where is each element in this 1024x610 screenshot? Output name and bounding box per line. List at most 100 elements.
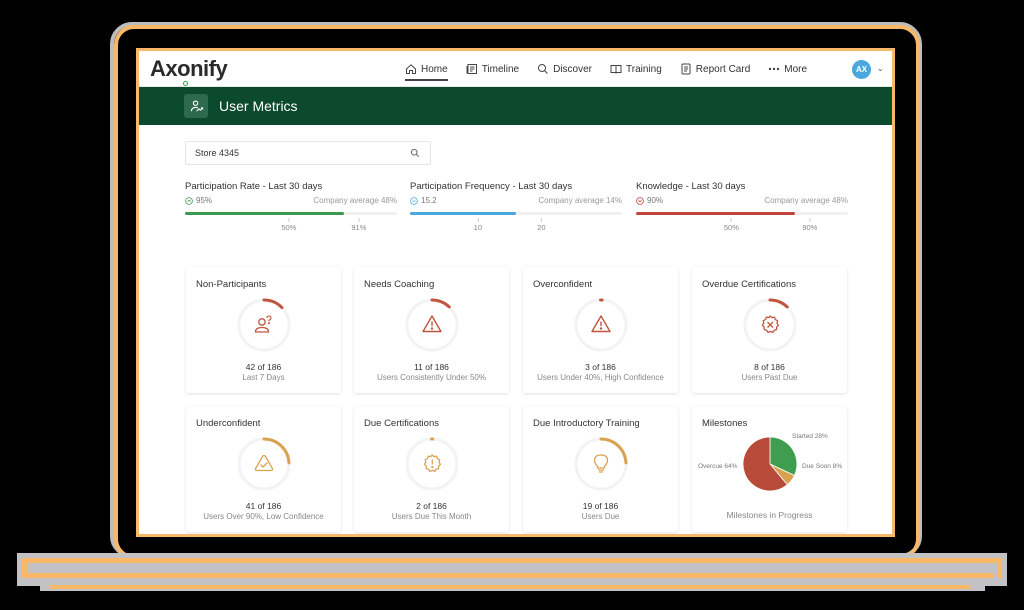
company-average: Company average 14% [538, 196, 622, 205]
metric-title: Knowledge - Last 30 days [636, 181, 746, 192]
card-title: Milestones [702, 418, 748, 429]
nav-discover[interactable]: Discover [537, 51, 592, 87]
milestones-pie-chart[interactable] [740, 434, 800, 494]
nav-home-label: Home [421, 63, 448, 75]
card-title: Needs Coaching [364, 279, 435, 290]
nav-menu: Home Timeline Discover Training Report C… [405, 51, 825, 87]
metric-value: 90% [636, 196, 663, 205]
card-count: 11 of 186 [414, 362, 449, 372]
warning-triangle-icon [591, 315, 611, 333]
progress-ring [574, 298, 628, 352]
user-avatar[interactable]: AX [852, 60, 871, 79]
pie-slice-overdue [742, 436, 788, 492]
laptop-base-stripe [50, 585, 970, 589]
tick-label: 10 [474, 218, 482, 232]
card-underconfident[interactable]: Underconfident 41 of 186 Users Over 90%,… [186, 406, 341, 532]
card-title: Non-Participants [196, 279, 267, 290]
top-nav: Axo nify Home Timeline Discover Training [139, 51, 892, 87]
pie-slice-started [769, 436, 798, 477]
card-count: 42 of 186 [245, 362, 282, 372]
card-title: Overconfident [533, 279, 593, 290]
nav-timeline-label: Timeline [481, 63, 520, 75]
laptop-base-stripe [22, 573, 994, 578]
nav-timeline[interactable]: Timeline [466, 51, 519, 87]
card-count: 8 of 186 [754, 362, 785, 372]
store-search[interactable] [185, 141, 431, 165]
card-subtitle: Users Under 40%, High Confidence [537, 373, 664, 382]
progress-ring [574, 437, 628, 491]
card-non-participants[interactable]: Non-Participants 42 of 186 Last 7 Days [186, 267, 341, 393]
search-icon [538, 64, 548, 74]
progress-fill [636, 212, 795, 215]
app-screen: Axo nify Home Timeline Discover Training [136, 48, 895, 537]
user-question-icon [254, 315, 272, 333]
metric-title: Participation Rate - Last 30 days [185, 181, 323, 192]
metric-participation-frequency: Participation Frequency - Last 30 days 1… [410, 181, 622, 241]
book-icon [610, 65, 622, 74]
card-subtitle: Last 7 Days [242, 373, 285, 382]
progress-ring [405, 437, 459, 491]
nav-home[interactable]: Home [405, 51, 448, 87]
progress-ring [237, 437, 291, 491]
store-search-input[interactable] [195, 148, 395, 158]
timeline-icon [466, 64, 477, 74]
axonify-logo[interactable]: Axo nify [150, 56, 228, 86]
card-milestones[interactable]: Milestones Started 28% Due Soon 8% Overc… [692, 406, 847, 532]
neutral-circle-icon [410, 196, 418, 205]
nav-report-card[interactable]: Report Card [680, 51, 750, 87]
badge-x-icon [761, 315, 780, 334]
tick-label: 90% [802, 218, 817, 232]
warning-triangle-icon [422, 315, 442, 333]
progress-track [410, 212, 622, 215]
card-title: Due Certifications [364, 418, 439, 429]
laptop-base-edge [997, 558, 1002, 578]
company-average: Company average 48% [764, 196, 848, 205]
user-metrics-icon [184, 94, 208, 118]
nav-training[interactable]: Training [610, 51, 662, 87]
card-due-introductory-training[interactable]: Due Introductory Training 19 of 186 User… [523, 406, 678, 532]
metric-value: 95% [185, 196, 212, 205]
nav-report-card-label: Report Card [695, 63, 751, 75]
progress-ring [743, 298, 797, 352]
card-count: 3 of 186 [585, 362, 616, 372]
card-title: Underconfident [196, 418, 261, 429]
card-needs-coaching[interactable]: Needs Coaching 11 of 186 Users Consisten… [354, 267, 509, 393]
search-icon[interactable] [410, 148, 420, 158]
laptop-base-stripe [22, 558, 1002, 563]
pie-label-overdue: Overcue 64% [698, 463, 738, 470]
nav-more[interactable]: More [768, 51, 807, 87]
card-count: 2 of 186 [416, 501, 447, 511]
card-due-certifications[interactable]: Due Certifications 2 of 186 Users Due Th… [354, 406, 509, 532]
triangle-check-icon [254, 454, 274, 472]
pie-label-started: Started 28% [792, 433, 828, 440]
card-count: 41 of 186 [245, 501, 282, 511]
card-title: Overdue Certifications [702, 279, 796, 290]
pie-label-due-soon: Due Soon 8% [802, 463, 843, 470]
chevron-down-icon[interactable]: ⌄ [877, 64, 884, 73]
card-title: Due Introductory Training [533, 418, 640, 429]
more-dots-icon [769, 67, 780, 71]
metric-title: Participation Frequency - Last 30 days [410, 181, 573, 192]
laptop-base-edge [22, 558, 27, 578]
progress-fill [410, 212, 516, 215]
badge-alert-icon [423, 454, 442, 473]
metric-participation-rate: Participation Rate - Last 30 days 95% Co… [185, 181, 397, 241]
card-subtitle: Users Due [581, 512, 620, 521]
card-subtitle: Users Consistently Under 50% [377, 373, 486, 382]
up-circle-icon [185, 196, 193, 205]
card-subtitle: Users Due This Month [391, 512, 472, 521]
progress-track [636, 212, 848, 215]
company-average: Company average 48% [313, 196, 397, 205]
card-subtitle: Users Over 90%, Low Confidence [203, 512, 324, 521]
card-overconfident[interactable]: Overconfident 3 of 186 Users Under 40%, … [523, 267, 678, 393]
home-icon [406, 64, 416, 74]
tick-label: 20 [537, 218, 545, 232]
metric-value: 15.2 [410, 196, 437, 205]
nav-discover-label: Discover [553, 63, 593, 75]
page-header: User Metrics [139, 87, 892, 125]
progress-ring [405, 298, 459, 352]
nav-training-label: Training [626, 63, 662, 75]
card-overdue-certifications[interactable]: Overdue Certifications 8 of 186 Users Pa… [692, 267, 847, 393]
tick-label: 50% [724, 218, 739, 232]
